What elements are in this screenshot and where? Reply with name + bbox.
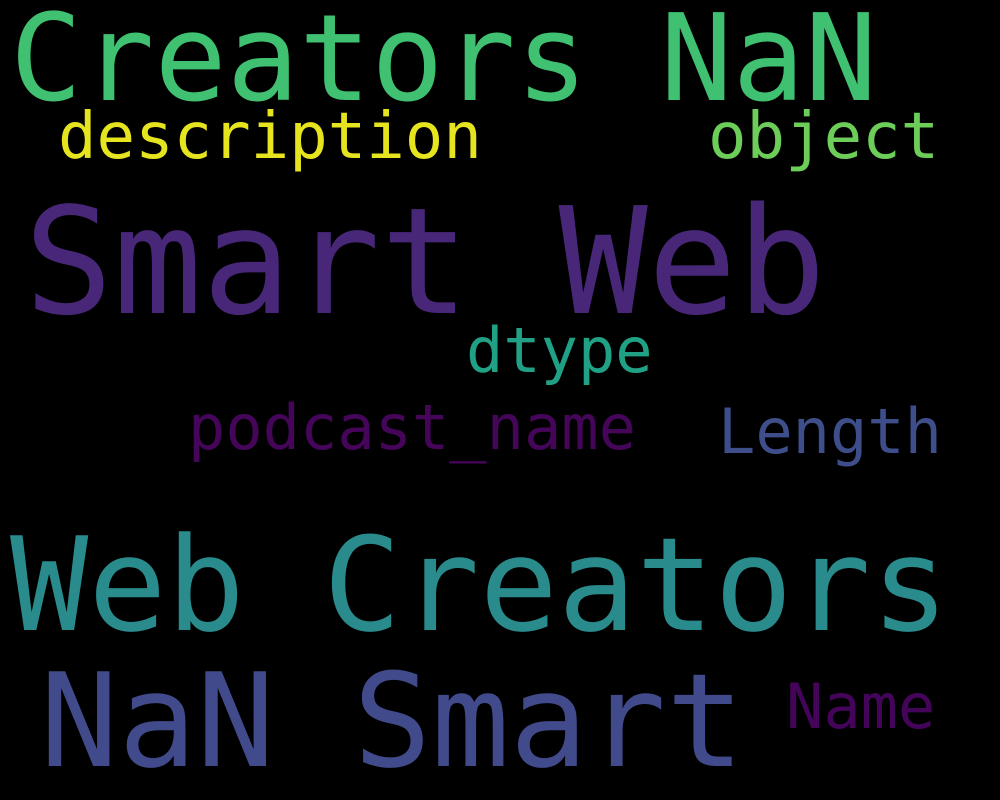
word-podcast-name: podcast_name (188, 391, 636, 464)
word-description: description (58, 100, 482, 174)
word-length: Length (718, 395, 942, 468)
word-dtype: dtype (466, 314, 653, 387)
word-web-creators: Web Creators (10, 509, 950, 661)
word-name: Name (786, 670, 936, 743)
word-object: object (708, 100, 940, 174)
word-nan-smart: NaN Smart (40, 645, 745, 797)
word-creators-nan: Creators NaN (10, 0, 877, 129)
word-smart-web: Smart Web (24, 176, 826, 348)
